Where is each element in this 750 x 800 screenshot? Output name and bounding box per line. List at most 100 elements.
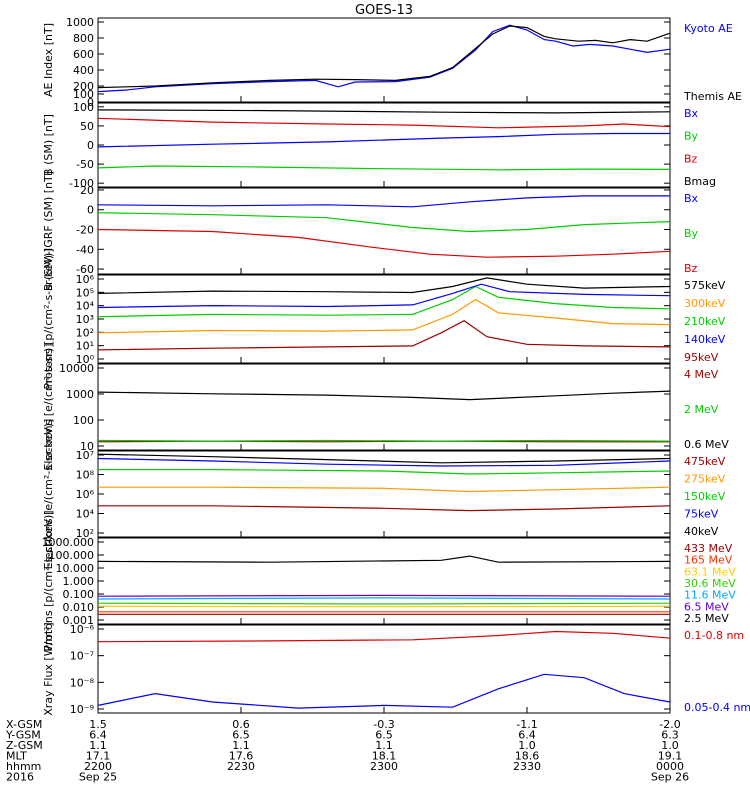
x-tick-value: 2330 xyxy=(513,760,541,773)
panel-frame xyxy=(97,363,671,451)
series-line xyxy=(97,24,671,93)
y-axis-label: Electrons [e/(cm²-s-sr)] xyxy=(42,343,55,470)
y-tick-label: 10⁴ xyxy=(76,300,95,313)
x-tick-value: 6.4 xyxy=(89,729,107,742)
y-tick-label: 10⁷ xyxy=(76,449,94,462)
y-tick-label: 100 xyxy=(73,88,94,101)
y-tick-label: 0 xyxy=(87,139,94,152)
legend-entry: 0.6 MeV xyxy=(684,438,729,451)
panel-5: 10 100 1000 10000 Electrons [e/(cm²-s-sr)] 4 … xyxy=(42,343,729,470)
legend-entry: 6.5 MeV xyxy=(684,600,729,613)
x-tick-value: 0000 xyxy=(656,760,684,773)
x-tick-value: 6.4 xyxy=(518,729,536,742)
y-axis-label: Protons [p/(cm²-s-sr-keV)] xyxy=(42,510,55,651)
legend-entry: By xyxy=(684,227,699,240)
legend-entry: Kyoto AE xyxy=(684,22,733,35)
legend-entry: 0.05-0.4 nm xyxy=(684,701,750,714)
panel-2: -100 -50 0 50 100 B (SM) [nT] Bx By Bz Bmag xyxy=(42,101,716,190)
y-tick-label: 10⁰ xyxy=(76,353,95,366)
series-line xyxy=(97,439,671,442)
y-tick-label: 100 xyxy=(73,101,94,114)
x-tick-value: 2230 xyxy=(227,760,255,773)
x-tick-value: 18.1 xyxy=(372,750,397,763)
series-line xyxy=(97,594,671,597)
y-tick-label: 0 xyxy=(87,204,94,217)
legend-entry: 11.6 MeV xyxy=(684,589,736,602)
y-tick-label: 0 xyxy=(87,96,94,109)
y-tick-label: 10² xyxy=(76,326,94,339)
legend-entry: Bx xyxy=(684,107,699,120)
series-line xyxy=(97,555,671,563)
y-tick-label: 10.000 xyxy=(56,562,95,575)
y-tick-label: 10³ xyxy=(76,313,94,326)
y-tick-label: -40 xyxy=(76,243,94,256)
series-line xyxy=(97,298,671,334)
panel-3: -60 -40 -20 0 20 B (SM)-IGRF (SM) [nT] Bx By Bz xyxy=(42,171,699,291)
y-tick-label: 1000 xyxy=(66,388,94,401)
chart-title: GOES-13 xyxy=(355,3,413,18)
x-tick-value: Sep 25 xyxy=(79,771,117,784)
x-axis-row-label: X-GSM xyxy=(6,718,42,731)
panel-7: 0.0010.0100.1001.00010.000100.0001000.00… xyxy=(42,510,737,651)
x-axis-row-label: Z-GSM xyxy=(6,739,43,752)
y-tick-label: 10⁻⁶ xyxy=(70,623,95,636)
x-tick-value: 19.1 xyxy=(658,750,683,763)
y-axis-label: Xray Flux [W/m²] xyxy=(42,622,55,715)
y-tick-label: 800 xyxy=(73,32,94,45)
panel-frame xyxy=(97,624,671,714)
y-tick-label: 20 xyxy=(80,184,94,197)
y-tick-label: -100 xyxy=(69,177,94,190)
x-tick-value: -0.3 xyxy=(373,718,394,731)
series-line xyxy=(97,25,671,89)
series-line xyxy=(97,283,671,309)
y-tick-label: 10 xyxy=(80,440,94,453)
y-tick-label: 100.000 xyxy=(49,549,95,562)
panel-8: 10⁻⁹ 10⁻⁸ 10⁻⁷ 10⁻⁶ Xray Flux [W/m²] 0.1-0.8 … xyxy=(42,622,750,716)
y-tick-label: 10² xyxy=(76,527,94,540)
y-tick-label: 1.000 xyxy=(63,575,95,588)
legend-entry: 2 MeV xyxy=(684,403,719,416)
x-tick-value: 6.3 xyxy=(661,729,679,742)
y-axis-label: B (SM) [nT] xyxy=(42,114,55,176)
x-axis-row-label: hhmm xyxy=(6,760,41,773)
y-tick-label: -20 xyxy=(76,224,94,237)
y-tick-label: 10⁶ xyxy=(76,273,95,286)
legend-entry: 575keV xyxy=(684,279,726,292)
y-tick-label: -60 xyxy=(76,263,94,276)
legend-entry: Themis AE xyxy=(683,90,742,103)
legend-entry: 2.5 MeV xyxy=(684,612,729,625)
x-tick-value: 1.1 xyxy=(375,739,393,752)
series-line xyxy=(97,212,671,233)
x-tick-value: -1.1 xyxy=(516,718,537,731)
legend-entry: Bx xyxy=(684,192,699,205)
legend-entry: 63.1 MeV xyxy=(684,565,736,578)
panel-6: 10² 10⁴ 10⁶ 10⁸ 10⁷ Electrons [e/(cm²-s-sr-ke… xyxy=(42,419,726,570)
legend-entry: 95keV xyxy=(684,351,719,364)
x-tick-value: 17.1 xyxy=(86,750,111,763)
legend-entry: 210keV xyxy=(684,315,726,328)
y-tick-label: 0.100 xyxy=(63,588,95,601)
series-line xyxy=(97,319,671,351)
y-tick-label: 1000 xyxy=(66,16,94,29)
legend-entry: 275keV xyxy=(684,473,726,486)
y-tick-label: 50 xyxy=(80,120,94,133)
y-tick-label: 0.001 xyxy=(63,614,95,627)
x-tick-value: 18.6 xyxy=(515,750,540,763)
y-tick-label: 0.010 xyxy=(63,601,95,614)
y-tick-label: 400 xyxy=(73,64,94,77)
y-tick-label: 10⁵ xyxy=(76,286,94,299)
y-tick-label: 100 xyxy=(73,414,94,427)
y-tick-label: 10⁻⁹ xyxy=(70,703,94,716)
y-tick-label: 10⁸ xyxy=(76,469,95,482)
legend-entry: Bz xyxy=(684,152,698,165)
y-axis-label: B (SM)-IGRF (SM) [nT] xyxy=(42,171,55,291)
x-tick-value: -2.0 xyxy=(659,718,680,731)
series-line xyxy=(97,132,670,148)
x-axis-row-label: 2016 xyxy=(6,771,34,784)
y-tick-label: 10⁻⁷ xyxy=(70,650,94,663)
x-tick-value: 6.5 xyxy=(232,729,250,742)
legend-entry: 0.1-0.8 nm xyxy=(684,629,744,642)
